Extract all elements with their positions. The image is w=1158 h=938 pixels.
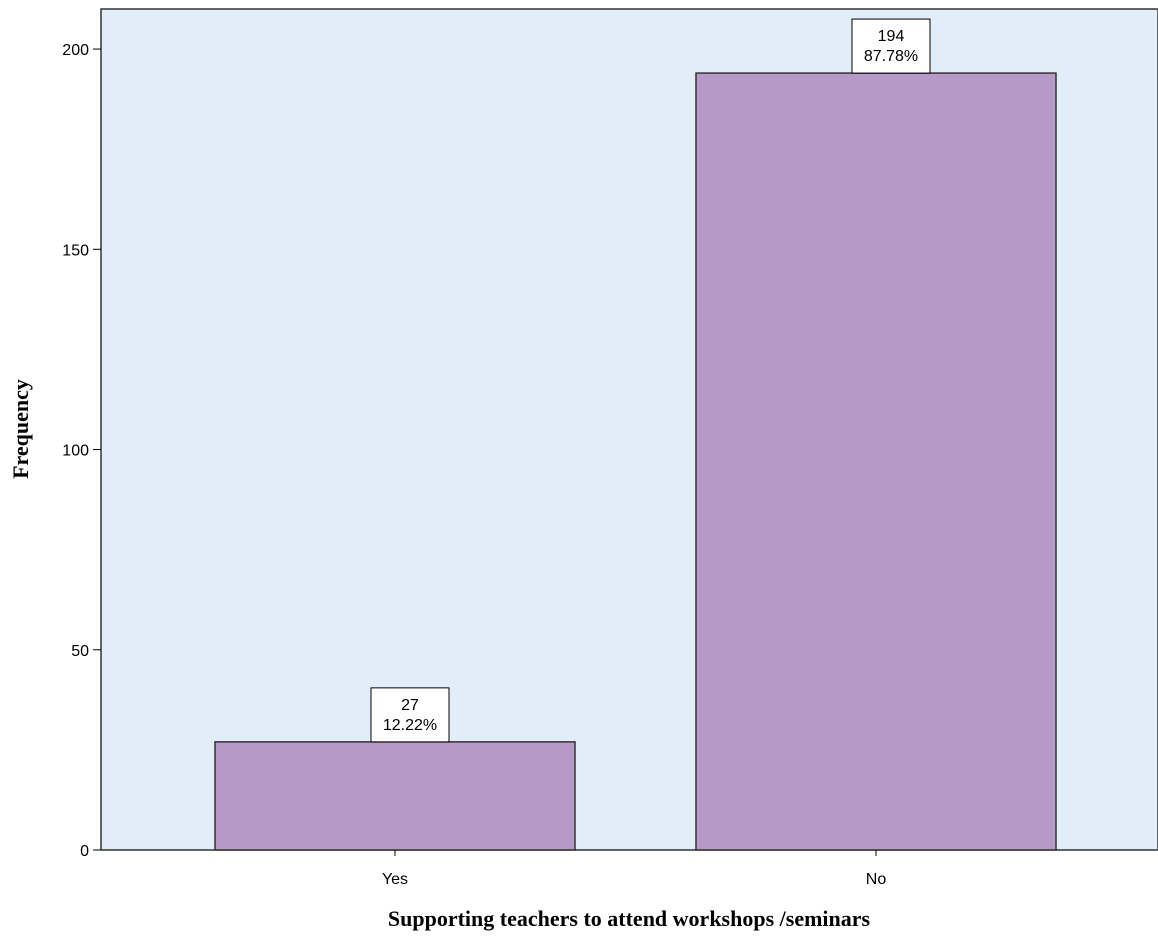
- y-axis-title: Frequency: [8, 379, 33, 479]
- data-label-count-no: 194: [878, 28, 905, 45]
- data-label-box-no: [851, 18, 931, 74]
- bar-no: [695, 72, 1057, 851]
- y-tick-label-0: 0: [80, 843, 89, 860]
- data-label-count-yes: 27: [401, 697, 419, 714]
- data-label-percent-yes: 12.22%: [383, 717, 437, 734]
- x-axis: Yes No: [382, 850, 886, 888]
- x-tick-label-yes: Yes: [382, 871, 408, 888]
- data-label-box-yes: [370, 687, 450, 743]
- y-tick-label-100: 100: [62, 443, 89, 460]
- y-axis: 0 50 100 150 200: [62, 42, 101, 860]
- x-axis-title: Supporting teachers to attend workshops …: [388, 906, 871, 931]
- y-tick-label-200: 200: [62, 42, 89, 59]
- y-tick-label-150: 150: [62, 242, 89, 259]
- x-tick-label-no: No: [866, 871, 887, 888]
- bar-yes: [214, 741, 576, 851]
- data-label-percent-no: 87.78%: [864, 48, 918, 65]
- data-labels-group: 27 12.22% 194 87.78%: [370, 18, 931, 743]
- y-tick-label-50: 50: [71, 643, 89, 660]
